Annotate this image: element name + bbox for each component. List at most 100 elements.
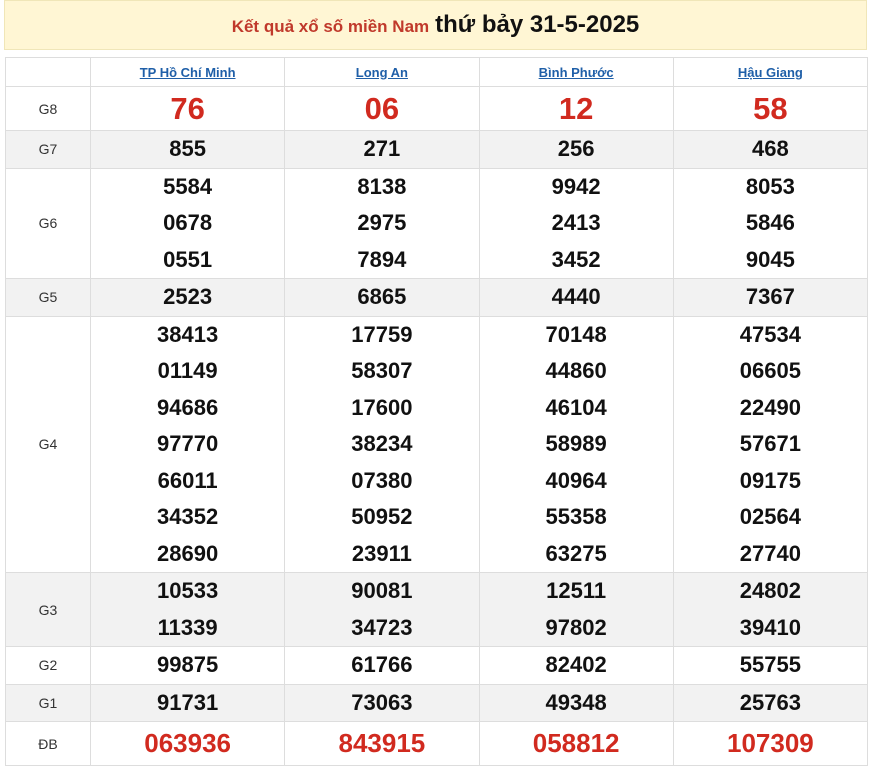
- result-cell: 90081 34723: [284, 572, 480, 647]
- prize-row: G3 10533 11339 90081 34723 12511 97802 24802 394…: [5, 572, 869, 647]
- result-cell: 25763: [672, 683, 869, 722]
- result-number: 24802: [739, 578, 801, 603]
- result-cell: 855: [89, 130, 286, 169]
- header-link[interactable]: Kết quả xổ số miền Nam: [231, 17, 430, 36]
- result-number: 55358: [545, 504, 607, 529]
- result-cell: 6865: [284, 278, 480, 317]
- result-cell: 06: [284, 86, 480, 131]
- result-number: 50952: [351, 504, 413, 529]
- header-row: TP Hồ Chí Minh Long An Bình Phước Hậu Giang: [5, 57, 869, 87]
- column-header[interactable]: Long An: [284, 57, 480, 87]
- result-number: 57671: [739, 431, 801, 456]
- result-number: 34723: [351, 614, 413, 640]
- result-number: 2523: [163, 284, 213, 309]
- result-cell: 271: [284, 130, 480, 169]
- result-cell: 55755: [672, 646, 869, 685]
- result-number: 12: [558, 91, 594, 126]
- column-header[interactable]: TP Hồ Chí Minh: [89, 57, 286, 87]
- result-number: 9045: [745, 246, 795, 272]
- result-number: 28690: [157, 540, 219, 566]
- result-number: 11339: [157, 614, 218, 640]
- result-number: 39410: [739, 614, 801, 640]
- result-cell: 12511 97802: [478, 572, 674, 647]
- result-cell: 058812: [478, 721, 674, 766]
- result-number: 058812: [532, 728, 620, 758]
- prize-label: G2: [5, 646, 91, 685]
- result-number: 02564: [739, 504, 801, 529]
- result-number: 97802: [545, 614, 607, 640]
- result-number: 61766: [351, 652, 413, 677]
- result-cell: 61766: [284, 646, 480, 685]
- header-title: thứ bảy 31-5-2025: [435, 11, 640, 38]
- result-cell: 73063: [284, 683, 480, 722]
- prize-label: G4: [5, 315, 91, 573]
- result-cell: 063936: [89, 721, 286, 766]
- result-cell: 7367: [672, 278, 869, 317]
- prize-label: G5: [5, 278, 91, 317]
- result-cell: 38413 01149 94686 97770 66011 34352 28690: [89, 315, 286, 573]
- result-number: 58989: [545, 431, 607, 456]
- result-number: 843915: [338, 728, 426, 758]
- result-number: 94686: [157, 394, 219, 420]
- prize-row: G7 855 271 256 468: [5, 130, 869, 169]
- prize-row: G6 5584 0678 0551 8138 2975 7894 9942 2413 3452 80…: [5, 167, 869, 279]
- result-cell: 49348: [478, 683, 674, 722]
- prize-row: G2 99875 61766 82402 55755: [5, 646, 869, 685]
- result-cell: 2523: [89, 278, 286, 317]
- result-cell: 5584 0678 0551: [89, 167, 286, 279]
- result-number: 34352: [157, 504, 219, 529]
- result-cell: 8138 2975 7894: [284, 167, 480, 279]
- result-number: 09175: [739, 467, 801, 493]
- result-number: 2413: [551, 210, 601, 235]
- result-number: 82402: [545, 652, 607, 677]
- prize-label: G7: [5, 130, 91, 169]
- prize-row: G8 76 06 12 58: [5, 86, 869, 131]
- result-number: 0551: [163, 246, 213, 272]
- prize-label: G3: [5, 572, 91, 647]
- result-number: 4440: [551, 284, 601, 309]
- result-number: 63275: [545, 540, 607, 566]
- result-cell: 4440: [478, 278, 674, 317]
- column-header[interactable]: Hậu Giang: [672, 57, 869, 87]
- result-cell: 24802 39410: [672, 572, 869, 647]
- result-number: 97770: [157, 431, 219, 456]
- result-cell: 843915: [284, 721, 480, 766]
- result-number: 66011: [157, 467, 218, 493]
- result-number: 10533: [157, 578, 219, 603]
- result-number: 49348: [545, 689, 607, 715]
- result-cell: 9942 2413 3452: [478, 167, 674, 279]
- result-number: 01149: [157, 358, 218, 383]
- result-cell: 91731: [89, 683, 286, 722]
- result-number: 90081: [351, 578, 413, 603]
- column-header[interactable]: Bình Phước: [478, 57, 674, 87]
- result-number: 3452: [551, 246, 601, 272]
- header: Kết quả xổ số miền Nam thứ bảy 31-5-2025: [4, 0, 867, 50]
- result-number: 17759: [351, 321, 413, 347]
- result-number: 7894: [357, 246, 407, 272]
- result-number: 855: [169, 136, 206, 161]
- result-cell: 58: [672, 86, 869, 131]
- result-number: 99875: [157, 652, 219, 677]
- corner-cell: [5, 57, 91, 87]
- result-number: 6865: [357, 284, 407, 309]
- result-number: 23911: [351, 540, 412, 566]
- result-number: 25763: [739, 689, 801, 715]
- result-number: 07380: [351, 467, 413, 493]
- result-cell: 82402: [478, 646, 674, 685]
- result-cell: 12: [478, 86, 674, 131]
- result-cell: 99875: [89, 646, 286, 685]
- result-number: 46104: [545, 394, 607, 420]
- result-number: 91731: [157, 689, 219, 715]
- result-number: 12511: [546, 578, 607, 603]
- result-number: 76: [170, 91, 205, 126]
- result-number: 73063: [351, 689, 413, 715]
- prize-row: G4 38413 01149 94686 97770 66011 34352 28690 177…: [5, 315, 869, 573]
- result-number: 468: [752, 136, 789, 161]
- result-cell: 76: [89, 86, 286, 131]
- result-number: 47534: [739, 321, 801, 347]
- result-number: 9942: [551, 173, 601, 199]
- prize-row: G1 91731 73063 49348 25763: [5, 683, 869, 722]
- prize-label: G8: [5, 86, 91, 131]
- result-number: 44860: [545, 358, 607, 383]
- result-cell: 47534 06605 22490 57671 09175 02564 27740: [672, 315, 869, 573]
